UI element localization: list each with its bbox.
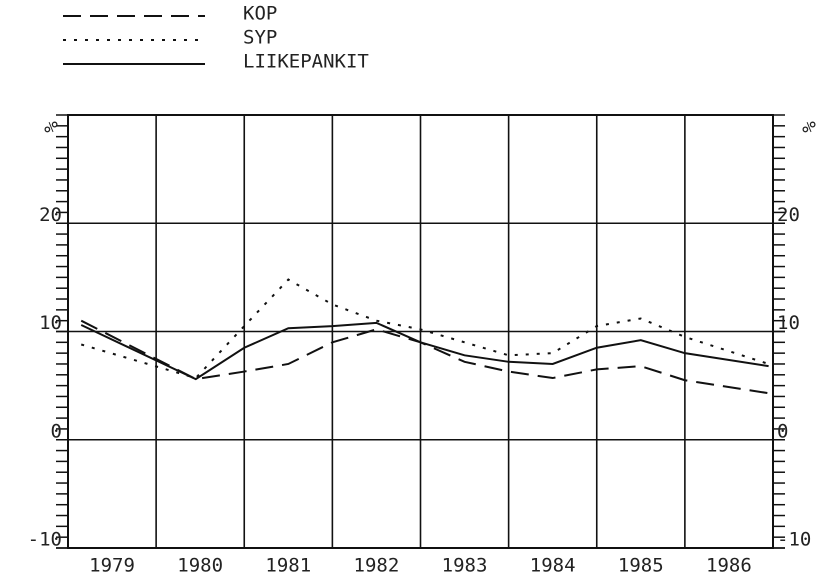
x-tick-label: 1985 — [618, 555, 664, 577]
series-line — [80, 319, 769, 395]
x-tick-label: 1983 — [442, 555, 488, 577]
y-axis-label: % — [40, 121, 62, 133]
x-tick-label: 1979 — [89, 555, 135, 577]
x-tick-label: 1984 — [530, 555, 576, 577]
y2-axis-label: % — [798, 121, 820, 133]
x-tick-label: 1981 — [265, 555, 311, 577]
series-line — [80, 278, 769, 380]
y2-tick-label: 20 — [777, 204, 800, 226]
y-tick-label: -10 — [28, 529, 62, 551]
y2-tick-label: 0 — [777, 420, 788, 442]
x-tick-label: 1986 — [706, 555, 752, 577]
y2-tick-label: 10 — [777, 312, 800, 334]
y-tick-label: 0 — [51, 420, 62, 442]
legend-label: SYP — [243, 27, 277, 49]
legend-label: KOP — [243, 3, 277, 25]
y-tick-label: 10 — [39, 312, 62, 334]
x-tick-label: 1982 — [354, 555, 400, 577]
series-line — [80, 321, 769, 381]
legend-label: LIIKEPANKIT — [243, 51, 369, 73]
x-tick-label: 1980 — [177, 555, 223, 577]
y2-tick-label: -10 — [777, 529, 811, 551]
y-tick-label: 20 — [39, 204, 62, 226]
